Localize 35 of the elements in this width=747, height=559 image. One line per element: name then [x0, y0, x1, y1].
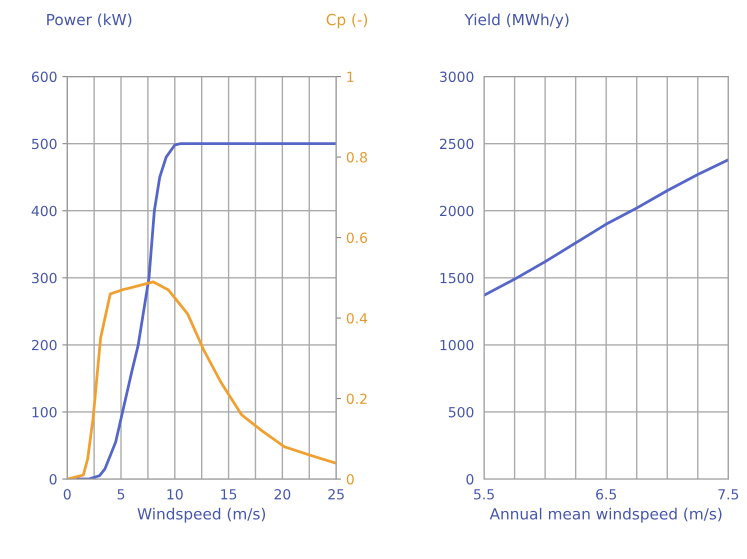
x-tick-label: 0	[64, 489, 71, 500]
y-tick-label: 300	[32, 272, 57, 284]
y-tick-label: 600	[32, 72, 57, 82]
y-tick-label: 500	[448, 406, 474, 418]
x-tick-label: 6.5	[596, 489, 616, 500]
x-tick-label: 5.5	[474, 489, 494, 500]
x-axis-title: Windspeed (m/s)	[138, 508, 266, 523]
y-tick-label: 1000	[440, 340, 474, 350]
x-tick-label: 15	[221, 489, 236, 500]
y-tick-label: 1500	[440, 272, 474, 284]
x-axis-title: Annual mean windspeed (m/s)	[490, 508, 722, 523]
y2-tick-label: 0.2	[346, 394, 367, 404]
y-tick-label: 3000	[440, 72, 474, 82]
y-axis-title: Power (kW)	[47, 14, 132, 28]
y-tick-label: 200	[32, 340, 57, 350]
y2-axis-title: Cp (-)	[326, 14, 368, 28]
y-tick-label: 0	[50, 474, 57, 485]
y-tick-label: 2000	[440, 206, 474, 216]
y-tick-label: 100	[32, 406, 57, 418]
y-tick-label: 0	[466, 474, 474, 485]
y-tick-label: 400	[32, 206, 57, 216]
x-tick-label: 25	[328, 489, 344, 500]
y2-tick-label: 0	[346, 474, 354, 485]
line-series	[484, 158, 728, 297]
y2-tick-label: 0.4	[346, 313, 368, 324]
y-axis-title: Yield (MWh/y)	[464, 14, 569, 28]
y-tick-label: 2500	[440, 138, 474, 150]
x-tick-label: 5	[118, 489, 124, 500]
y-tick-label: 500	[32, 138, 57, 150]
x-tick-label: 10	[167, 489, 183, 500]
y2-tick-label: 1	[347, 72, 354, 82]
y2-tick-label: 0.6	[346, 232, 368, 244]
y2-tick-label: 0.8	[346, 152, 368, 163]
x-tick-label: 20	[274, 489, 290, 500]
x-tick-label: 7.5	[718, 489, 738, 500]
